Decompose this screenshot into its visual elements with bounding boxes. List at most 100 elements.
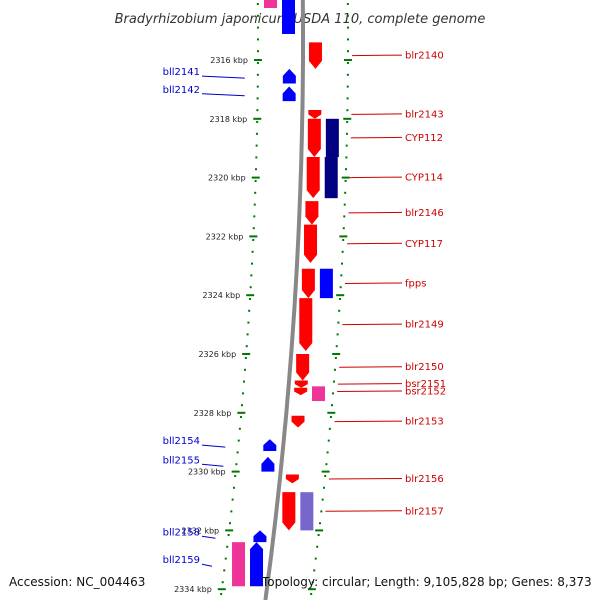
genome-backbone bbox=[263, 0, 305, 600]
tick-dot bbox=[255, 132, 258, 135]
tick-dot bbox=[313, 569, 316, 572]
gene-label-CYP114: CYP114 bbox=[405, 173, 443, 184]
gene-reverse-bll2159 bbox=[250, 542, 264, 587]
tick-dot bbox=[232, 486, 235, 489]
gene-forward-blr2153 bbox=[291, 415, 305, 428]
tick-dot bbox=[346, 73, 349, 76]
tick-dot bbox=[256, 38, 259, 41]
tick-dot bbox=[239, 416, 242, 418]
tick-dot bbox=[344, 191, 347, 194]
tick-dot bbox=[248, 309, 251, 312]
tick-dot bbox=[231, 498, 234, 501]
gene-forward-blr2156 bbox=[285, 474, 299, 484]
leader-line bbox=[349, 176, 403, 179]
gene-label-bll2159: bll2159 bbox=[163, 555, 200, 566]
tick-dot bbox=[255, 144, 258, 147]
tick-dot bbox=[346, 50, 349, 53]
tick-dot bbox=[341, 250, 344, 253]
feature-layer bbox=[232, 0, 339, 587]
tick-dot bbox=[345, 144, 348, 147]
gene-label-blr2156: blr2156 bbox=[405, 474, 444, 485]
tick-dot bbox=[254, 191, 257, 194]
tick-dot bbox=[329, 416, 332, 418]
tick-dot bbox=[256, 85, 259, 88]
gene-forward-blr2150 bbox=[296, 354, 310, 381]
tick-dot bbox=[251, 250, 254, 253]
major-tick bbox=[321, 470, 330, 473]
tick-dot bbox=[346, 62, 349, 64]
misc-block bbox=[300, 492, 314, 531]
tick-dot bbox=[243, 368, 246, 371]
tick-dot bbox=[256, 50, 259, 53]
leader-line bbox=[339, 366, 403, 368]
cyp-block bbox=[324, 157, 338, 199]
tick-dot bbox=[330, 404, 333, 407]
tick-dot bbox=[318, 522, 321, 525]
major-tick bbox=[253, 117, 262, 120]
leader-line bbox=[344, 282, 403, 284]
tick-dot bbox=[324, 475, 327, 477]
topology-label: Topology: circular; Length: 9,105,828 bp… bbox=[261, 575, 592, 589]
tick-dot bbox=[238, 427, 241, 430]
tick-dot bbox=[340, 274, 343, 277]
tick-dot bbox=[252, 227, 255, 230]
tick-dot bbox=[248, 298, 251, 300]
gene-forward-fpps bbox=[301, 268, 315, 299]
tick-dot bbox=[346, 85, 349, 88]
major-tick bbox=[327, 411, 336, 414]
tick-dot bbox=[249, 286, 252, 289]
kbp-label: 2324 kbp bbox=[202, 291, 240, 300]
tick-dot bbox=[328, 427, 331, 430]
tick-dot bbox=[332, 392, 335, 395]
major-tick bbox=[341, 176, 350, 179]
accession-label: Accession: NC_004463 bbox=[9, 575, 145, 589]
major-tick bbox=[339, 235, 348, 238]
leader-line bbox=[347, 242, 403, 245]
tick-dot bbox=[320, 510, 323, 513]
map-title: Bradyrhizobium japonicum USDA 110, compl… bbox=[115, 12, 486, 27]
major-tick bbox=[217, 588, 226, 591]
tick-dot bbox=[237, 439, 240, 442]
kbp-label: 2322 kbp bbox=[206, 232, 244, 241]
gene-label-bll2141: bll2141 bbox=[163, 67, 200, 78]
gene-label-blr2150: blr2150 bbox=[405, 362, 444, 373]
leader-line bbox=[351, 113, 403, 115]
major-tick bbox=[225, 529, 234, 532]
gene-forward-blr2157 bbox=[282, 492, 296, 531]
tick-dot bbox=[224, 557, 227, 560]
major-tick bbox=[249, 235, 258, 238]
leader-line bbox=[348, 211, 403, 214]
tick-dot bbox=[314, 557, 317, 560]
tick-dot bbox=[221, 581, 224, 584]
major-tick bbox=[336, 294, 345, 297]
major-tick bbox=[315, 529, 324, 532]
rna-block-clipped bbox=[264, 0, 277, 8]
major-tick bbox=[231, 470, 240, 473]
tick-dot bbox=[339, 286, 342, 289]
leader-line bbox=[201, 535, 216, 539]
tick-dot bbox=[334, 357, 337, 359]
major-tick bbox=[246, 294, 255, 297]
gene-reverse-clipped bbox=[282, 0, 295, 34]
leader-line bbox=[328, 477, 403, 480]
tick-dot bbox=[220, 593, 223, 595]
gene-forward-CYP114 bbox=[306, 157, 320, 199]
kbp-label: 2316 kbp bbox=[210, 56, 248, 65]
fpps-block bbox=[319, 268, 333, 299]
tick-dot bbox=[244, 357, 247, 359]
tick-dot bbox=[341, 262, 344, 265]
major-tick bbox=[253, 59, 262, 61]
gene-label-bsr2152: bsr2152 bbox=[405, 386, 446, 397]
major-tick bbox=[343, 59, 352, 61]
tick-dot bbox=[256, 73, 259, 76]
tick-dot bbox=[310, 593, 313, 595]
tick-dot bbox=[342, 239, 345, 241]
leader-line bbox=[201, 563, 213, 567]
gene-reverse-bll2155 bbox=[261, 456, 275, 472]
tick-dot bbox=[246, 333, 249, 336]
kbp-label: 2320 kbp bbox=[208, 174, 246, 183]
gene-reverse-bll2154 bbox=[263, 439, 277, 452]
tick-dot bbox=[344, 168, 347, 171]
tick-dot bbox=[227, 534, 230, 536]
tick-dot bbox=[253, 215, 256, 218]
